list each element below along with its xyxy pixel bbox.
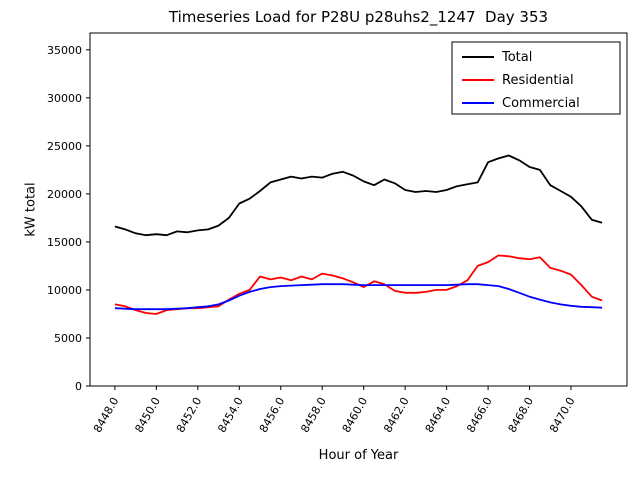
- x-axis-ticks: 8448.0 8450.0 8452.0 8454.0 8456.0 8458.0 8460…: [91, 386, 578, 435]
- x-tick-label: 8466.0: [464, 395, 495, 435]
- y-tick-label: 5000: [54, 332, 82, 345]
- legend-label-total: Total: [501, 50, 532, 65]
- x-tick-label: 8452.0: [174, 395, 205, 435]
- series-line-total: [114, 154, 603, 237]
- y-axis-ticks: 0 5000 10000 15000 20000 25000 30000 35000: [47, 44, 90, 393]
- y-tick-label: 0: [75, 380, 82, 393]
- legend-label-commercial: Commercial: [502, 96, 580, 111]
- x-tick-label: 8454.0: [215, 395, 246, 435]
- y-tick-label: 25000: [47, 140, 82, 153]
- x-tick-label: 8468.0: [506, 395, 537, 435]
- x-tick-label: 8456.0: [257, 395, 288, 435]
- axes-frame: [89, 32, 628, 387]
- legend-label-residential: Residential: [502, 73, 574, 88]
- x-tick-label: 8450.0: [132, 395, 163, 435]
- series-line-commercial: [114, 283, 603, 311]
- y-tick-label: 10000: [47, 284, 82, 297]
- x-tick-label: 8464.0: [423, 395, 454, 435]
- x-tick-label: 8460.0: [340, 395, 371, 435]
- y-tick-label: 35000: [47, 44, 82, 57]
- x-tick-label: 8448.0: [91, 395, 122, 435]
- x-tick-label: 8470.0: [547, 395, 578, 435]
- x-tick-label: 8462.0: [381, 395, 412, 435]
- y-tick-label: 30000: [47, 92, 82, 105]
- y-tick-label: 20000: [47, 188, 82, 201]
- y-tick-label: 15000: [47, 236, 82, 249]
- x-axis-label: Hour of Year: [318, 448, 399, 463]
- x-tick-label: 8458.0: [298, 395, 329, 435]
- chart-title: Timeseries Load for P28U p28uhs2_1247 Da…: [168, 8, 549, 26]
- legend: Total Residential Commercial: [451, 41, 621, 115]
